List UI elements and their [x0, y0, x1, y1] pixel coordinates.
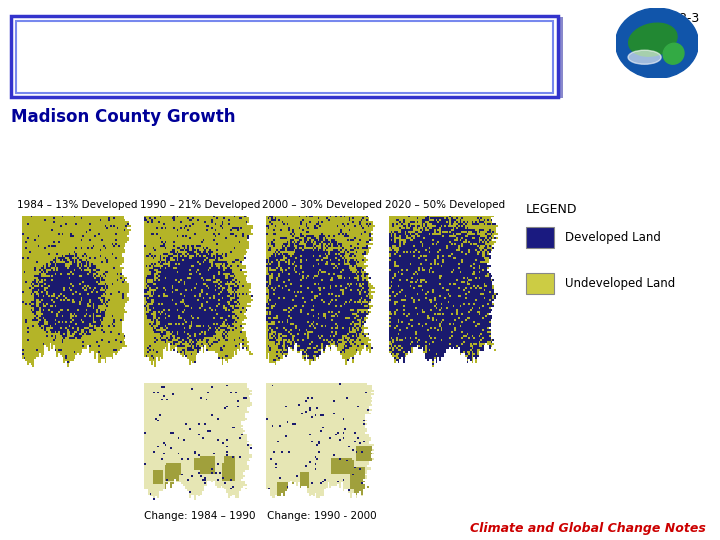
Text: 1990 – 21% Developed: 1990 – 21% Developed: [140, 199, 260, 210]
Text: Madison County Growth: Madison County Growth: [11, 108, 235, 126]
Text: Change: 1990 - 2000: Change: 1990 - 2000: [267, 511, 377, 522]
Text: Climate and Global Change Notes: Climate and Global Change Notes: [469, 522, 706, 535]
FancyBboxPatch shape: [16, 17, 563, 98]
Text: LEGEND: LEGEND: [526, 203, 577, 216]
Ellipse shape: [629, 23, 677, 56]
Text: 2000 – 30% Developed: 2000 – 30% Developed: [262, 199, 382, 210]
Text: Undeveloped Land: Undeveloped Land: [565, 277, 675, 290]
Text: 18-3: 18-3: [672, 12, 700, 25]
Circle shape: [616, 8, 698, 78]
Text: 2020 – 50% Developed: 2020 – 50% Developed: [384, 199, 505, 210]
Text: 1984 – 13% Developed: 1984 – 13% Developed: [17, 199, 138, 210]
Text: Change: 1984 – 1990: Change: 1984 – 1990: [144, 511, 256, 522]
Ellipse shape: [628, 50, 661, 64]
FancyBboxPatch shape: [16, 21, 553, 93]
FancyBboxPatch shape: [11, 16, 558, 97]
Ellipse shape: [663, 43, 684, 64]
Bar: [526, 227, 554, 248]
Text: Developed Land: Developed Land: [565, 231, 661, 244]
Bar: [526, 273, 554, 294]
Text: Urban Heat Island: Urban Heat Island: [96, 41, 465, 75]
